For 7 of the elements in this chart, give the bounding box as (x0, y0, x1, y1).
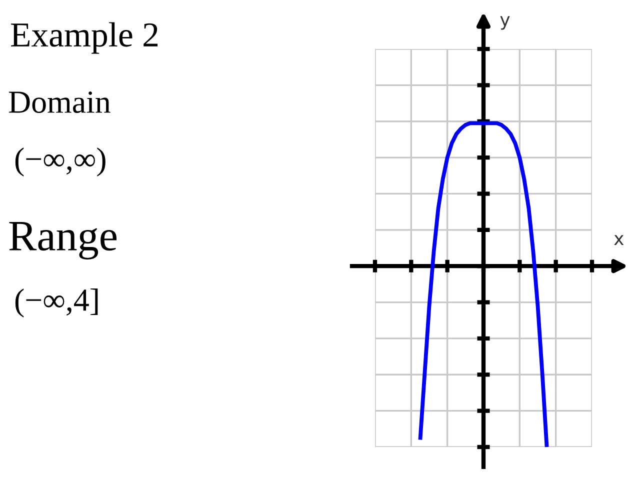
text: Range (9, 222, 117, 260)
text: (−∞,4] (15, 288, 98, 318)
text: (−∞,∞) (15, 148, 106, 176)
text: Domain (8, 92, 110, 113)
text: y (500, 16, 510, 30)
x-axis-title: x (614, 235, 624, 246)
text: Example 2 (11, 22, 158, 54)
